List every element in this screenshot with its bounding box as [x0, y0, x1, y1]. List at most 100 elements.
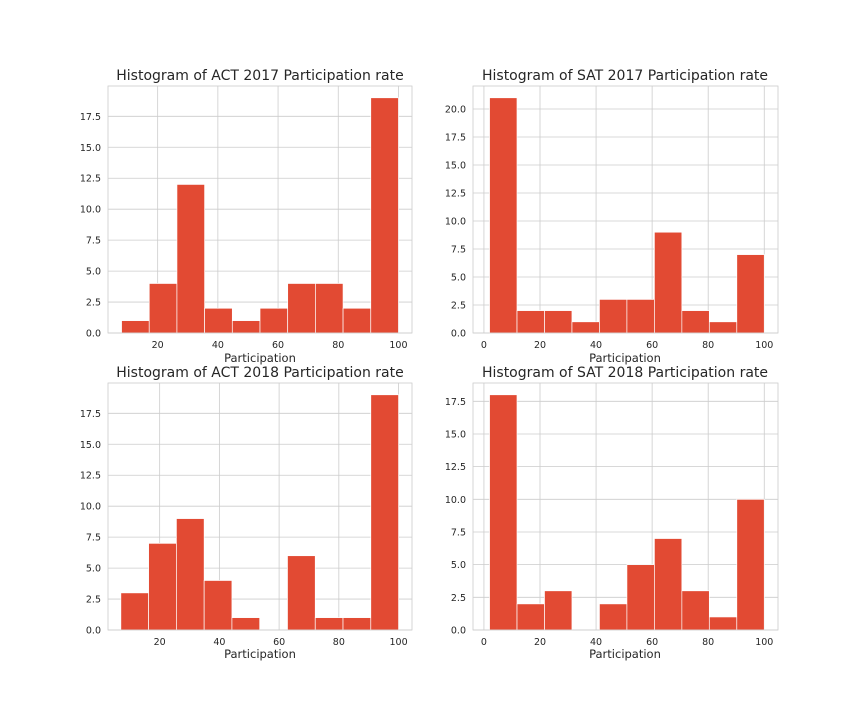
- x-tick-label: 40: [590, 637, 602, 648]
- y-tick-label: 10.0: [445, 495, 466, 506]
- histogram-bar: [654, 538, 683, 631]
- histogram-bar: [489, 394, 518, 631]
- x-tick-label: 60: [646, 637, 658, 648]
- y-tick-label: 17.5: [445, 397, 466, 408]
- histogram-bar: [516, 603, 545, 631]
- x-tick-label: 80: [332, 340, 344, 351]
- y-tick-label: 10.0: [80, 502, 101, 513]
- act-2017-histogram: Histogram of ACT 2017 Participation rate…: [80, 68, 413, 365]
- sat-2018-histogram: Histogram of SAT 2018 Participation rate…: [445, 365, 779, 661]
- histogram-bar: [176, 184, 205, 334]
- x-tick-label: 100: [389, 340, 407, 351]
- y-tick-label: 2.5: [86, 595, 101, 606]
- y-tick-label: 7.5: [86, 533, 101, 544]
- y-tick-label: 15.0: [80, 143, 101, 154]
- y-tick-label: 15.0: [80, 440, 101, 451]
- y-tick-label: 17.5: [80, 409, 101, 420]
- histogram-bar: [736, 254, 765, 334]
- axes-frame: [472, 382, 779, 631]
- plot-area: 0 20 40 60 80 100 0.0 2.5 5.0 7.5 10.0 12.5 15.0 17.5…: [445, 85, 779, 351]
- y-tick-label: 10.0: [445, 216, 466, 227]
- x-tick-label: 20: [154, 637, 166, 648]
- histogram-bar: [231, 320, 261, 334]
- x-axis-label: Participation: [224, 351, 296, 365]
- y-tick-label: 17.5: [445, 132, 466, 143]
- histogram-bar: [736, 498, 765, 631]
- histogram-bar: [626, 564, 655, 631]
- y-tick-label: 5.0: [451, 560, 466, 571]
- histogram-bar: [544, 590, 573, 631]
- x-axis-label: Participation: [589, 351, 661, 365]
- plot-area: 20 40 60 80 100 0.0 2.5 5.0 7.5 10.0 12.5 15.0 17.5: [80, 85, 413, 351]
- y-tick-label: 5.0: [451, 272, 466, 283]
- y-tick-label: 2.5: [86, 298, 101, 309]
- x-tick-label: 60: [273, 637, 285, 648]
- x-tick-label: 60: [646, 340, 658, 351]
- y-tick-label: 20.0: [445, 104, 466, 115]
- histogram-bar: [708, 321, 738, 334]
- act-2018-histogram: Histogram of ACT 2018 Participation rate…: [80, 365, 413, 661]
- y-tick-label: 7.5: [451, 244, 466, 255]
- histogram-bar: [599, 299, 628, 334]
- y-tick-label: 0.0: [451, 626, 466, 637]
- histogram-bar: [681, 590, 710, 631]
- histogram-bar: [342, 307, 372, 334]
- y-tick-label: 5.0: [86, 564, 101, 575]
- x-tick-label: 80: [333, 637, 345, 648]
- histogram-bar: [370, 97, 399, 334]
- y-tick-label: 7.5: [451, 527, 466, 538]
- histogram-bar: [314, 617, 344, 631]
- y-tick-label: 0.0: [451, 329, 466, 340]
- histogram-bar: [370, 394, 399, 631]
- histogram-bar: [121, 320, 150, 334]
- plot-area: 0 20 40 60 80 100 0.0 2.5 5.0 7.5 10.0 12.5 15.0 17.5: [445, 382, 779, 648]
- histogram-bar: [259, 307, 289, 334]
- histogram-bar: [516, 310, 545, 334]
- y-tick-label: 7.5: [86, 236, 101, 247]
- y-tick-label: 2.5: [451, 300, 466, 311]
- x-tick-label: 100: [755, 637, 773, 648]
- x-tick-label: 0: [481, 637, 487, 648]
- y-tick-label: 17.5: [80, 112, 101, 123]
- histogram-bar: [626, 299, 655, 334]
- axes-frame: [107, 85, 413, 334]
- y-tick-label: 0.0: [86, 329, 101, 340]
- histogram-bar: [287, 555, 316, 631]
- x-tick-label: 40: [590, 340, 602, 351]
- y-tick-label: 15.0: [445, 160, 466, 171]
- x-tick-label: 20: [534, 340, 546, 351]
- histogram-bar: [287, 283, 316, 334]
- chart-title: Histogram of ACT 2017 Participation rate: [116, 68, 404, 84]
- x-tick-label: 0: [481, 340, 487, 351]
- x-tick-label: 20: [152, 340, 164, 351]
- axes-frame: [472, 85, 779, 334]
- y-tick-label: 12.5: [80, 471, 101, 482]
- x-tick-label: 40: [212, 340, 224, 351]
- x-tick-label: 40: [213, 637, 225, 648]
- x-tick-label: 20: [534, 637, 546, 648]
- histogram-bar: [176, 518, 205, 631]
- histogram-bar: [204, 307, 233, 334]
- histogram-bar: [315, 283, 344, 334]
- sat-2017-histogram: Histogram of SAT 2017 Participation rate…: [445, 68, 779, 365]
- y-tick-label: 2.5: [451, 593, 466, 604]
- x-tick-label: 60: [272, 340, 284, 351]
- histogram-bar: [654, 231, 683, 334]
- histogram-bar: [231, 617, 261, 631]
- y-tick-label: 0.0: [86, 626, 101, 637]
- histogram-bar: [708, 616, 738, 631]
- x-axis-label: Participation: [589, 647, 661, 661]
- y-tick-label: 12.5: [80, 174, 101, 185]
- histogram-bar: [120, 592, 149, 631]
- axes-frame: [107, 382, 413, 631]
- chart-title: Histogram of SAT 2017 Participation rate: [482, 68, 768, 84]
- x-tick-label: 80: [702, 637, 714, 648]
- x-axis-label: Participation: [224, 647, 296, 661]
- histogram-bar: [203, 580, 233, 631]
- y-tick-label: 12.5: [445, 188, 466, 199]
- histogram-bar: [489, 97, 518, 334]
- histogram-bar: [148, 283, 178, 334]
- x-tick-label: 100: [389, 637, 407, 648]
- chart-title: Histogram of SAT 2018 Participation rate: [482, 365, 768, 381]
